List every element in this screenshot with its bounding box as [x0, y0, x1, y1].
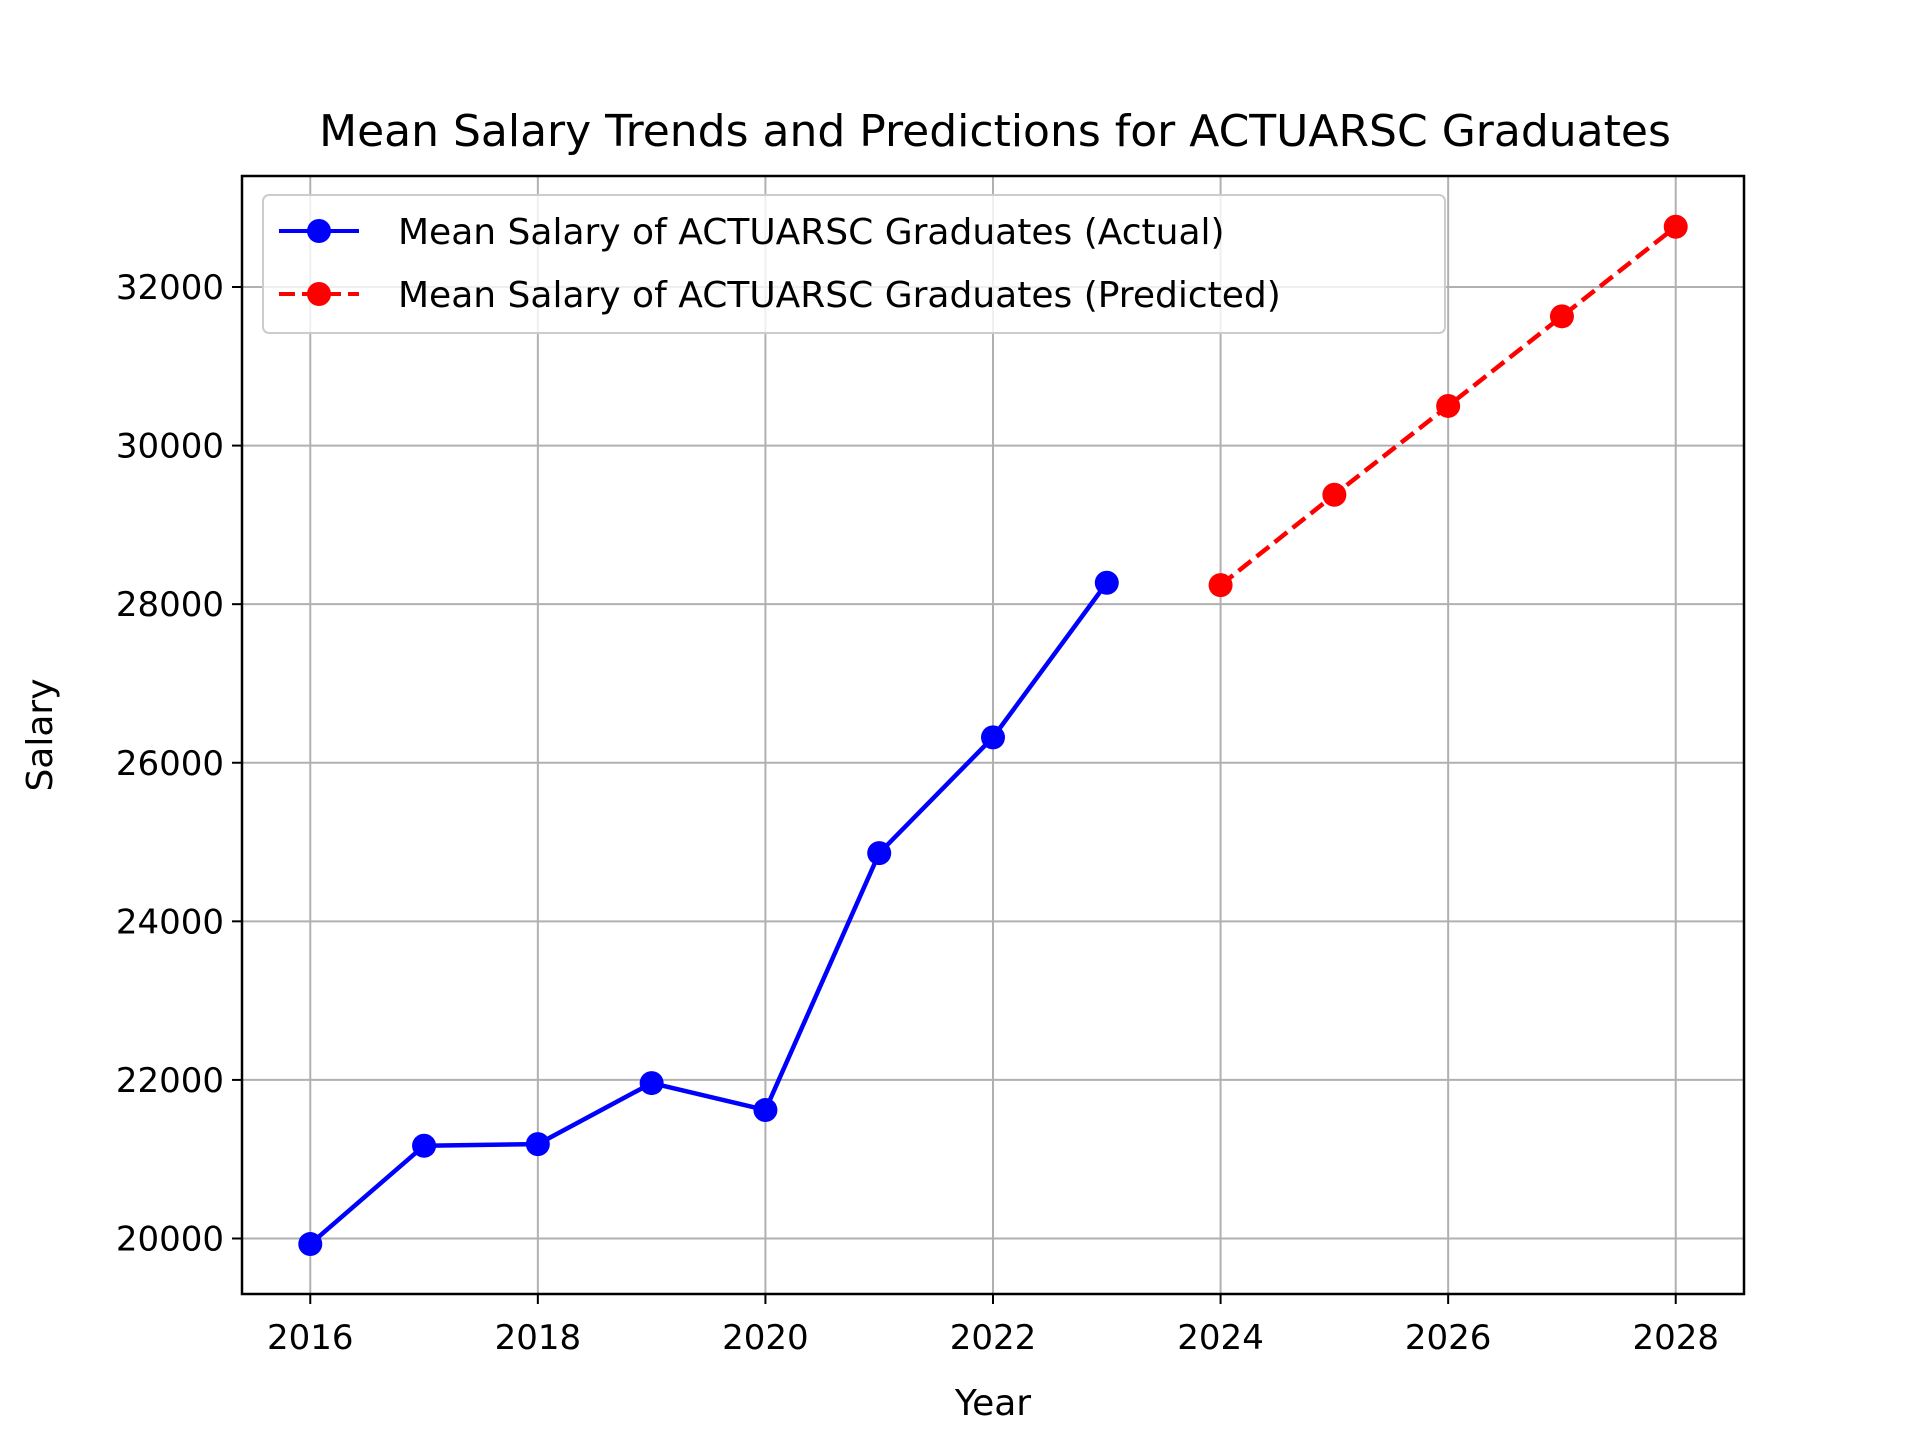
- x-tick-label: 2026: [1405, 1318, 1492, 1358]
- legend-label-actual: Mean Salary of ACTUARSC Graduates (Actua…: [398, 212, 1225, 253]
- x-tick-label: 2018: [495, 1318, 582, 1358]
- y-tick-label: 32000: [116, 268, 224, 308]
- data-point-actual: [753, 1098, 778, 1123]
- data-point-predicted: [1322, 482, 1347, 507]
- chart-title: Mean Salary Trends and Predictions for A…: [319, 106, 1671, 157]
- x-tick-label: 2028: [1632, 1318, 1719, 1358]
- data-point-actual: [298, 1232, 323, 1257]
- data-point-predicted: [1208, 573, 1233, 598]
- y-tick-label: 26000: [116, 744, 224, 784]
- series-line-actual: [308, 581, 1109, 1246]
- x-tick-label: 2016: [267, 1318, 354, 1358]
- data-point-actual: [867, 841, 892, 866]
- axis-ticks: 2016 2018 2020 2022 2024 2026 2028 20000 22000 24…: [116, 268, 1719, 1358]
- y-tick-label: 22000: [116, 1061, 224, 1101]
- legend: Mean Salary of ACTUARSC Graduates (Actua…: [262, 194, 1446, 334]
- x-tick-label: 2022: [950, 1318, 1037, 1358]
- y-tick-label: 24000: [116, 902, 224, 942]
- legend-box: [262, 194, 1446, 334]
- legend-marker-actual: [307, 219, 331, 243]
- series-layer: [298, 214, 1688, 1257]
- data-point-actual: [525, 1132, 550, 1157]
- legend-label-predicted: Mean Salary of ACTUARSC Graduates (Predi…: [398, 275, 1281, 316]
- data-point-actual: [412, 1133, 437, 1158]
- x-axis-label: Year: [954, 1383, 1031, 1424]
- y-tick-label: 28000: [116, 585, 224, 625]
- data-point-predicted: [1436, 393, 1461, 418]
- data-point-actual: [1094, 570, 1119, 595]
- data-point-actual: [639, 1071, 664, 1096]
- y-axis-label: Salary: [20, 678, 61, 791]
- x-tick-label: 2024: [1177, 1318, 1264, 1358]
- data-point-predicted: [1663, 214, 1688, 239]
- y-tick-label: 30000: [116, 427, 224, 467]
- y-tick-label: 20000: [116, 1219, 224, 1259]
- legend-marker-predicted: [307, 282, 331, 306]
- x-tick-label: 2020: [722, 1318, 809, 1358]
- data-point-predicted: [1549, 304, 1574, 329]
- data-point-actual: [981, 725, 1005, 750]
